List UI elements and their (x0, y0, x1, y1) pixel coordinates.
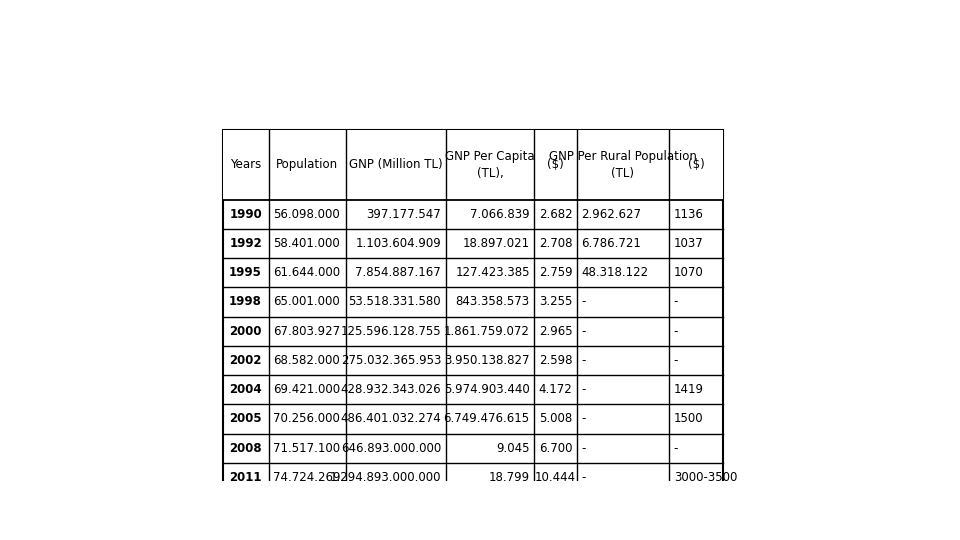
Text: -: - (582, 383, 586, 396)
Text: 69.421.000: 69.421.000 (274, 383, 341, 396)
Text: Population: Population (276, 158, 338, 171)
Text: 1998: 1998 (229, 295, 262, 308)
Text: 2005: 2005 (229, 413, 262, 426)
Text: GNP Per Rural Population
(TL): GNP Per Rural Population (TL) (549, 150, 697, 180)
Text: ($): ($) (687, 158, 705, 171)
Text: 6.786.721: 6.786.721 (582, 237, 641, 250)
Text: -: - (582, 354, 586, 367)
Text: -: - (674, 354, 678, 367)
Text: 48.318.122: 48.318.122 (582, 266, 648, 279)
Text: 58.401.000: 58.401.000 (274, 237, 340, 250)
Text: -: - (674, 295, 678, 308)
Text: 1.103.604.909: 1.103.604.909 (355, 237, 442, 250)
Text: 2008: 2008 (229, 442, 262, 455)
Text: 486.401.032.274: 486.401.032.274 (341, 413, 442, 426)
Text: 1992: 1992 (229, 237, 262, 250)
Text: 53.518.331.580: 53.518.331.580 (348, 295, 442, 308)
Text: 61.644.000: 61.644.000 (274, 266, 341, 279)
Text: 1500: 1500 (674, 413, 704, 426)
Text: 1.294.893.000.000: 1.294.893.000.000 (329, 471, 442, 484)
Text: 2011: 2011 (229, 471, 262, 484)
Text: 67.803.927: 67.803.927 (274, 325, 341, 338)
Text: 428.932.343.026: 428.932.343.026 (341, 383, 442, 396)
Text: 2.759: 2.759 (539, 266, 572, 279)
Text: 127.423.385: 127.423.385 (455, 266, 530, 279)
Text: 7.066.839: 7.066.839 (470, 208, 530, 221)
Text: 3.950.138.827: 3.950.138.827 (444, 354, 530, 367)
Text: 74.724.269: 74.724.269 (274, 471, 341, 484)
Text: 1995: 1995 (229, 266, 262, 279)
Text: 1136: 1136 (674, 208, 704, 221)
Text: 3.255: 3.255 (539, 295, 572, 308)
Text: 5.974.903.440: 5.974.903.440 (444, 383, 530, 396)
Text: 2.962.627: 2.962.627 (582, 208, 641, 221)
Text: 646.893.000.000: 646.893.000.000 (341, 442, 442, 455)
Text: 18.897.021: 18.897.021 (463, 237, 530, 250)
Bar (223, 130, 723, 492)
Text: -: - (582, 325, 586, 338)
Text: GNP (Million TL): GNP (Million TL) (348, 158, 443, 171)
Text: 1.861.759.072: 1.861.759.072 (444, 325, 530, 338)
Text: 68.582.000: 68.582.000 (274, 354, 340, 367)
Text: -: - (582, 442, 586, 455)
Text: 2.708: 2.708 (539, 237, 572, 250)
Text: 6.749.476.615: 6.749.476.615 (444, 413, 530, 426)
Text: 125.596.128.755: 125.596.128.755 (341, 325, 442, 338)
Text: -: - (582, 471, 586, 484)
Text: 275.032.365.953: 275.032.365.953 (341, 354, 442, 367)
Text: 2002: 2002 (229, 354, 262, 367)
Text: -: - (674, 325, 678, 338)
Text: 3000-3500: 3000-3500 (674, 471, 737, 484)
Text: 2.598: 2.598 (539, 354, 572, 367)
Text: 397.177.547: 397.177.547 (367, 208, 442, 221)
Text: -: - (674, 442, 678, 455)
Text: 2.682: 2.682 (539, 208, 572, 221)
Text: 1419: 1419 (674, 383, 704, 396)
Text: Years: Years (230, 158, 261, 171)
Text: 71.517.100: 71.517.100 (274, 442, 341, 455)
Text: 1037: 1037 (674, 237, 704, 250)
Text: 18.799: 18.799 (489, 471, 530, 484)
Text: 1070: 1070 (674, 266, 704, 279)
Text: 5.008: 5.008 (539, 413, 572, 426)
Text: 56.098.000: 56.098.000 (274, 208, 340, 221)
Text: GNP Per Capita
(TL),: GNP Per Capita (TL), (445, 150, 535, 180)
Text: 2004: 2004 (229, 383, 262, 396)
Text: 4.172: 4.172 (539, 383, 572, 396)
Text: 1990: 1990 (229, 208, 262, 221)
Text: 65.001.000: 65.001.000 (274, 295, 340, 308)
Text: 70.256.000: 70.256.000 (274, 413, 340, 426)
Text: 7.854.887.167: 7.854.887.167 (355, 266, 442, 279)
Text: 10.444: 10.444 (535, 471, 576, 484)
Text: -: - (582, 295, 586, 308)
Text: 843.358.573: 843.358.573 (456, 295, 530, 308)
Bar (223, 130, 723, 200)
Text: 2000: 2000 (229, 325, 262, 338)
Text: ($): ($) (547, 158, 564, 171)
Text: 2.965: 2.965 (539, 325, 572, 338)
Text: -: - (582, 413, 586, 426)
Text: 9.045: 9.045 (496, 442, 530, 455)
Text: 6.700: 6.700 (539, 442, 572, 455)
